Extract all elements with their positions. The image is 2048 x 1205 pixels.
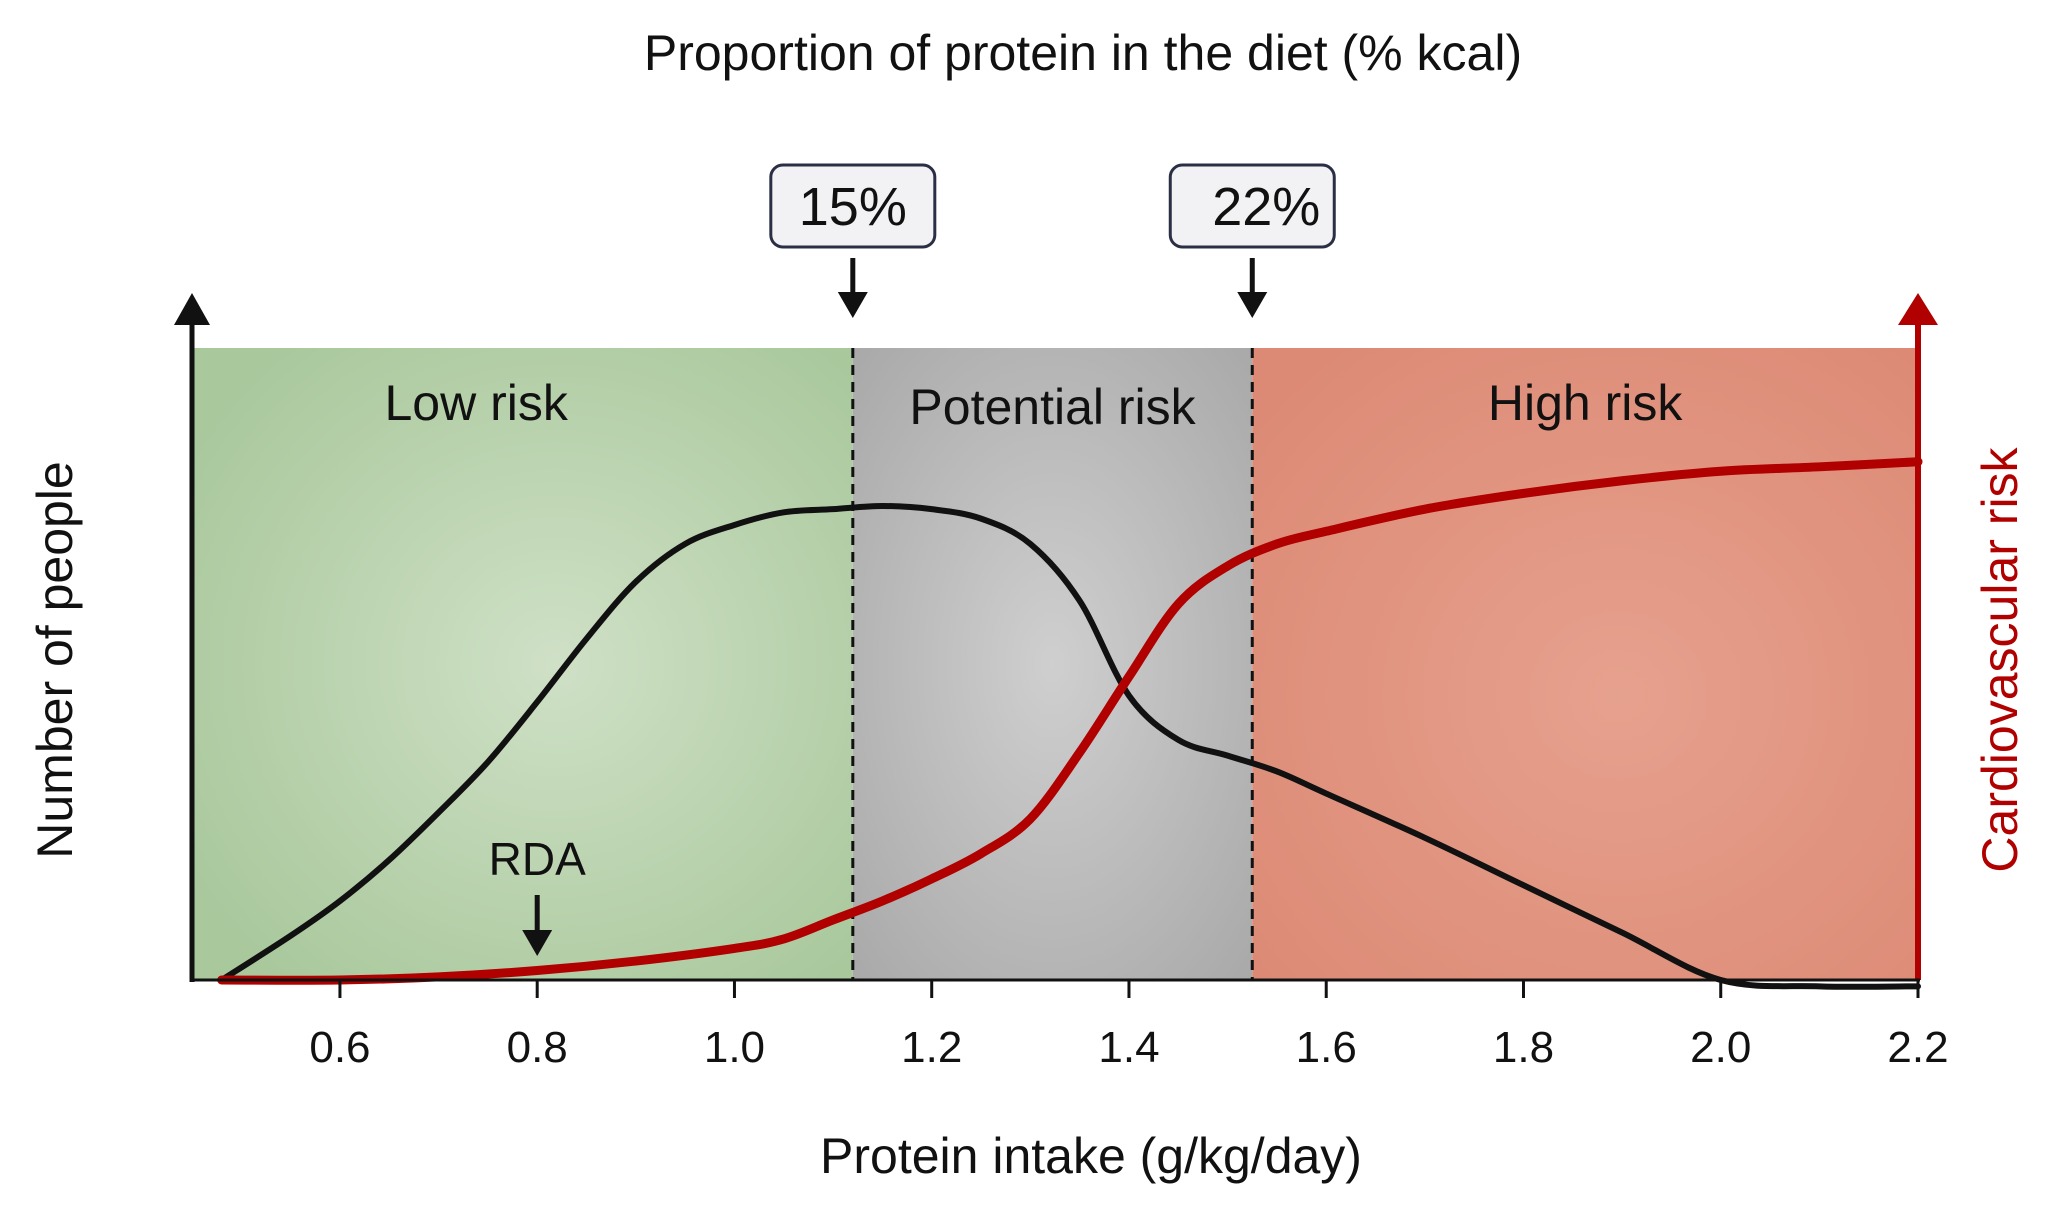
x-tick-label: 1.0 — [704, 1023, 765, 1072]
x-tick-label: 1.2 — [901, 1023, 962, 1072]
x-tick-label: 1.4 — [1098, 1023, 1159, 1072]
threshold-callout-15: 15% — [769, 163, 937, 318]
chart-title: Proportion of protein in the diet (% kca… — [644, 25, 1522, 81]
x-axis-label: Protein intake (g/kg/day) — [820, 1128, 1362, 1184]
down-arrow-head-icon — [1237, 292, 1268, 318]
zone-label-potential-risk: Potential risk — [909, 379, 1196, 435]
x-tick-label: 0.6 — [309, 1023, 370, 1072]
threshold-callout-22: 22% — [1168, 163, 1336, 318]
y-axis-label-right: Cardiovascular risk — [1972, 446, 2028, 872]
down-arrow-head-icon — [837, 292, 868, 318]
x-tick-label: 1.6 — [1296, 1023, 1357, 1072]
series-line-cardiovascular-risk — [217, 457, 1923, 985]
x-tick-label: 0.8 — [507, 1023, 568, 1072]
zone-potential-risk — [852, 348, 1253, 980]
x-tick-label: 1.8 — [1493, 1023, 1554, 1072]
left-axis-arrow-icon — [174, 293, 210, 325]
threshold-box — [1168, 163, 1336, 249]
x-tick-label: 2.0 — [1690, 1023, 1751, 1072]
zone-label-low-risk: Low risk — [384, 375, 568, 431]
x-tick-label: 2.2 — [1887, 1023, 1948, 1072]
zone-label-high-risk: High risk — [1488, 375, 1683, 431]
threshold-label: 22% — [1212, 177, 1320, 237]
rda-label: RDA — [489, 833, 586, 885]
threshold-label: 15% — [799, 177, 907, 237]
series-line-number-of-people — [218, 503, 1921, 990]
zone-high-risk — [1252, 348, 1918, 980]
zone-low-risk — [192, 348, 853, 980]
y-axis-label-left: Number of people — [27, 461, 83, 858]
threshold-box — [769, 163, 937, 249]
right-axis-arrow-icon — [1898, 293, 1938, 325]
rda-arrow-head-icon — [522, 930, 553, 956]
